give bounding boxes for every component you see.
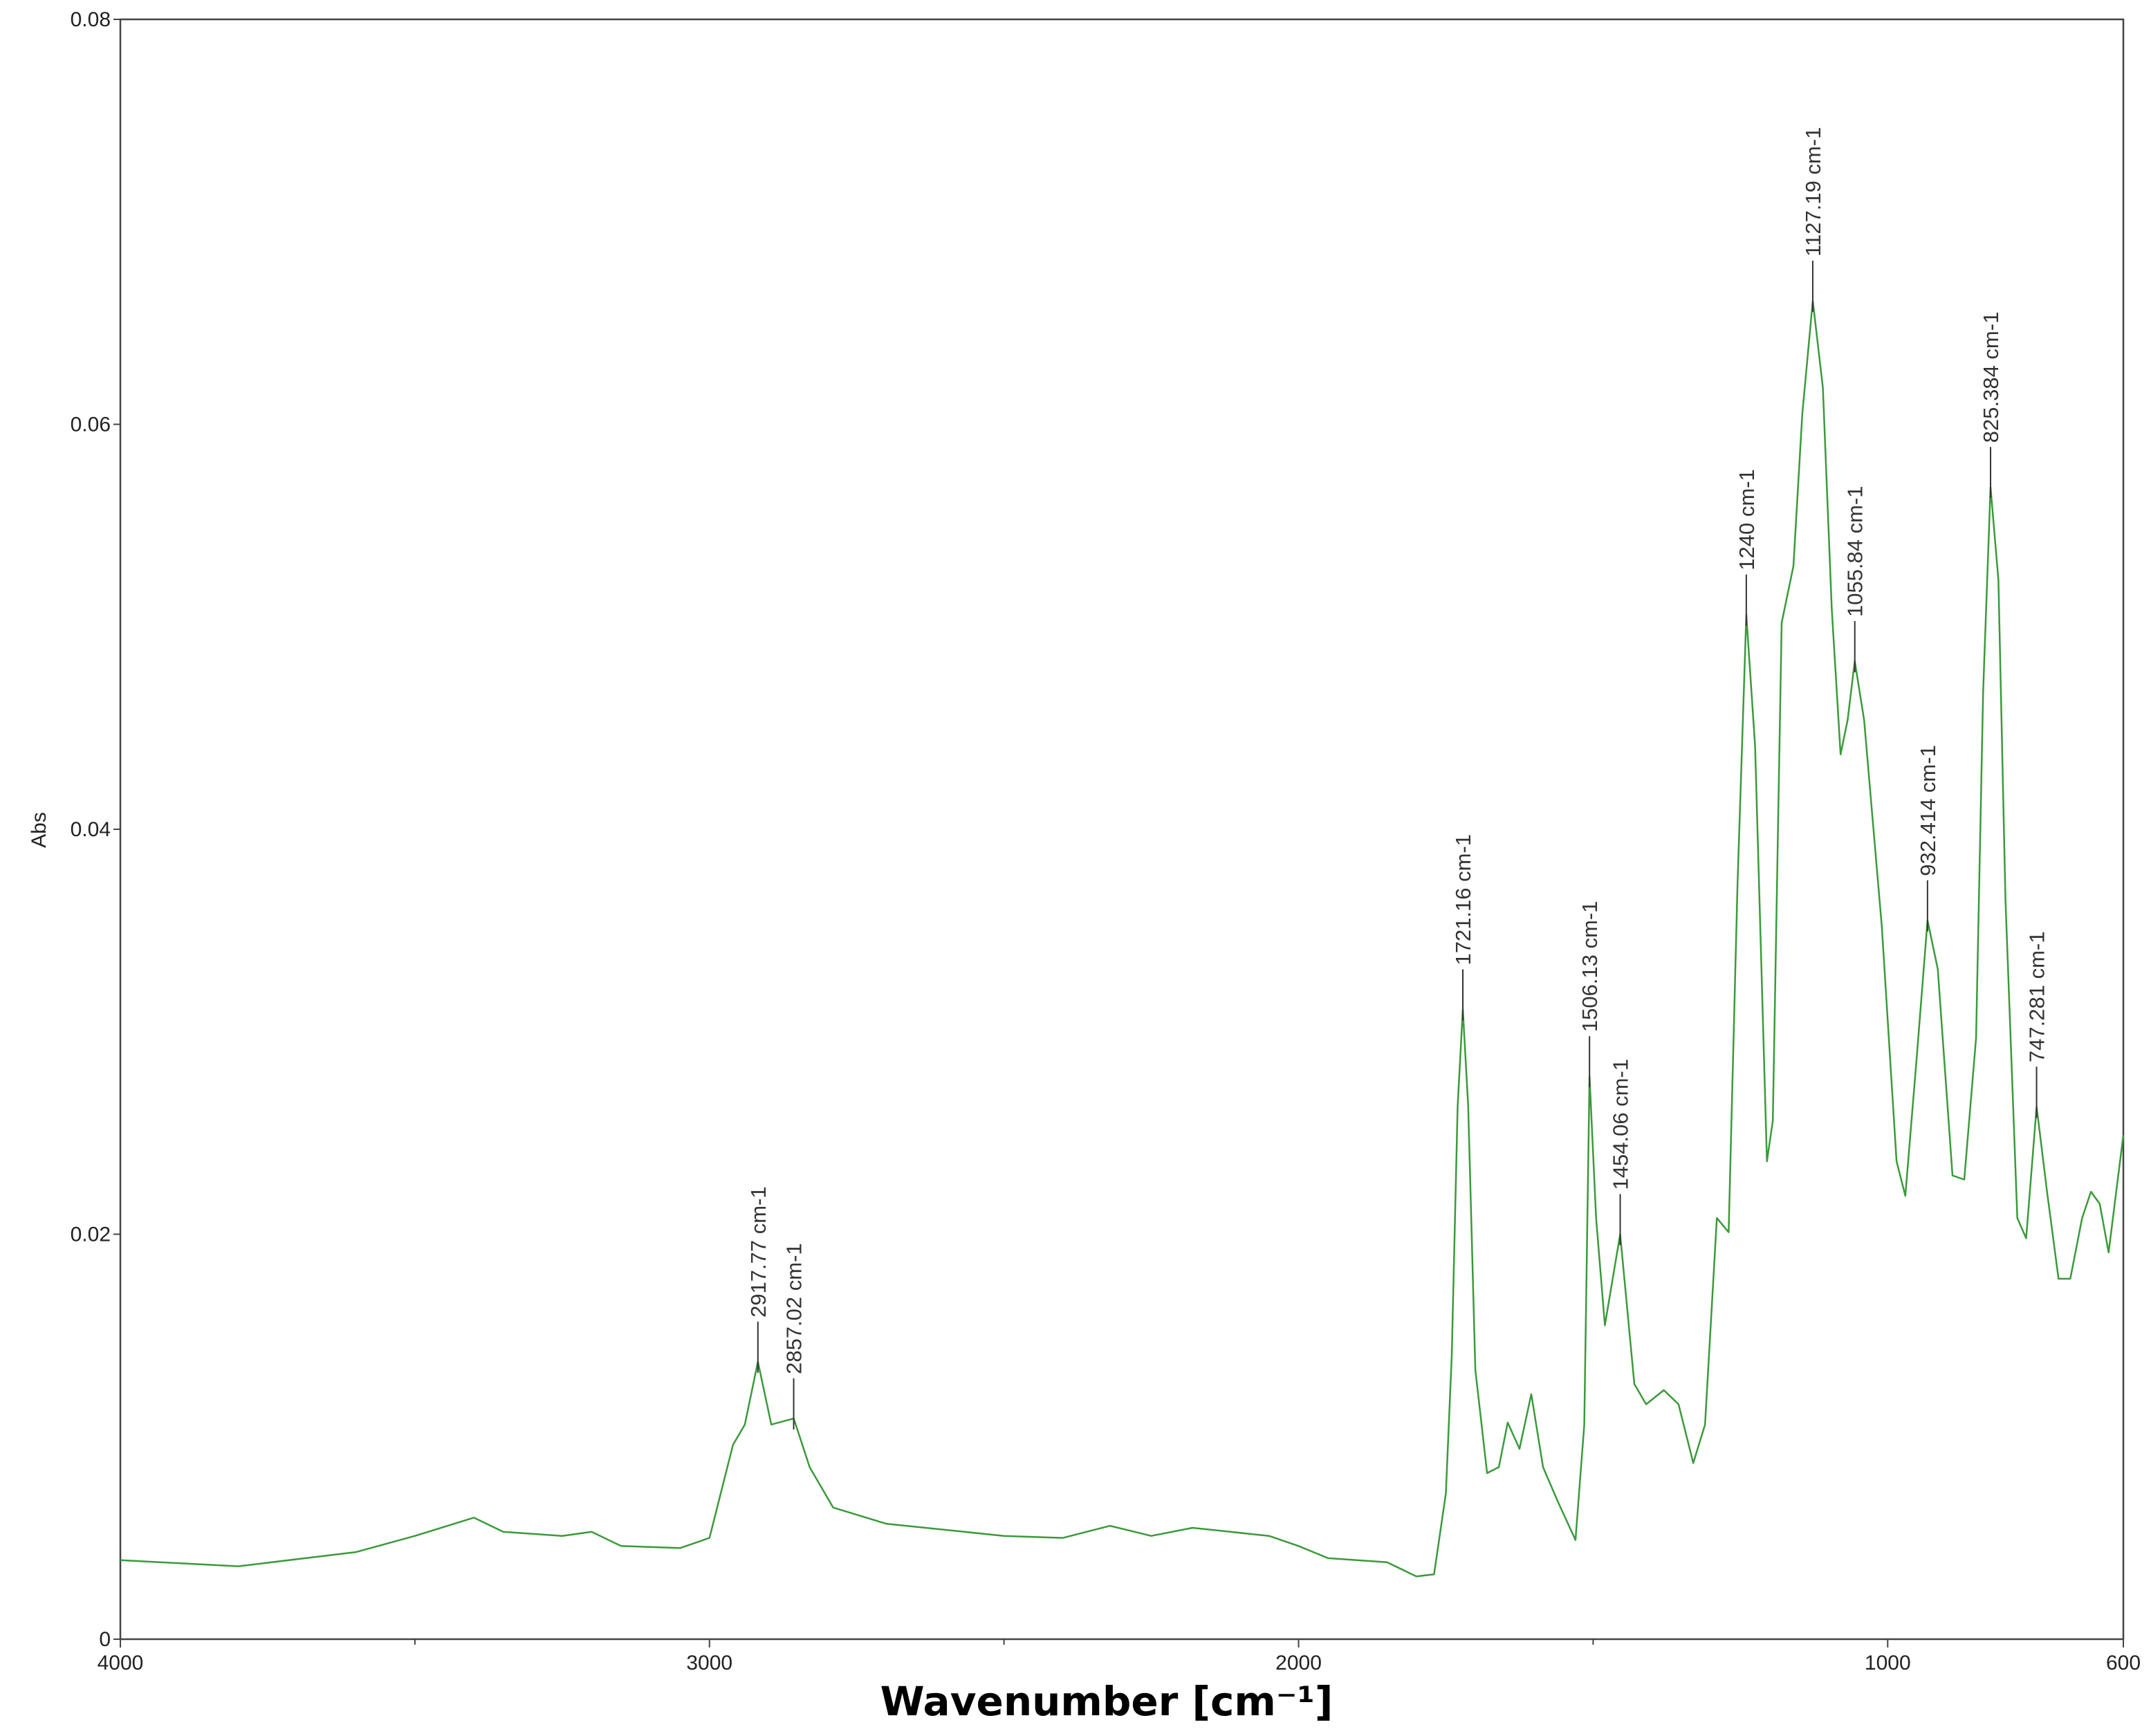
peak-label: 2917.77 cm-1 — [746, 1186, 770, 1318]
peak-label: 747.281 cm-1 — [2025, 932, 2049, 1063]
peak-label: 1454.06 cm-1 — [1609, 1059, 1633, 1190]
peak-label: 1055.84 cm-1 — [1843, 486, 1867, 617]
peak-label: 1506.13 cm-1 — [1578, 901, 1602, 1033]
spectrum-line — [120, 299, 2125, 1578]
peak-label: 825.384 cm-1 — [1979, 312, 2003, 443]
peak-label: 2857.02 cm-1 — [782, 1243, 806, 1374]
x-tick-label: 600 — [2106, 1652, 2141, 1674]
peak-label: 932.414 cm-1 — [1916, 745, 1940, 876]
y-tick-label: 0.02 — [71, 1223, 111, 1246]
y-axis-title: Abs — [28, 812, 50, 848]
plot-frame — [119, 18, 2125, 1641]
peak-label: 1240 cm-1 — [1735, 469, 1759, 570]
peak-label: 1127.19 cm-1 — [1801, 127, 1825, 257]
y-tick-label: 0.04 — [71, 818, 111, 841]
y-tick-label: 0.08 — [71, 8, 111, 31]
x-axis-title: Wavenumber [cm⁻¹] — [880, 1678, 1333, 1725]
peak-label: 1721.16 cm-1 — [1451, 834, 1475, 966]
y-tick-label: 0 — [99, 1628, 111, 1651]
x-tick-label: 4000 — [98, 1652, 144, 1674]
x-tick-label: 3000 — [686, 1652, 732, 1674]
x-tick-label: 2000 — [1275, 1652, 1322, 1674]
x-tick-label: 1000 — [1865, 1652, 1911, 1674]
y-tick-label: 0.06 — [71, 414, 111, 436]
